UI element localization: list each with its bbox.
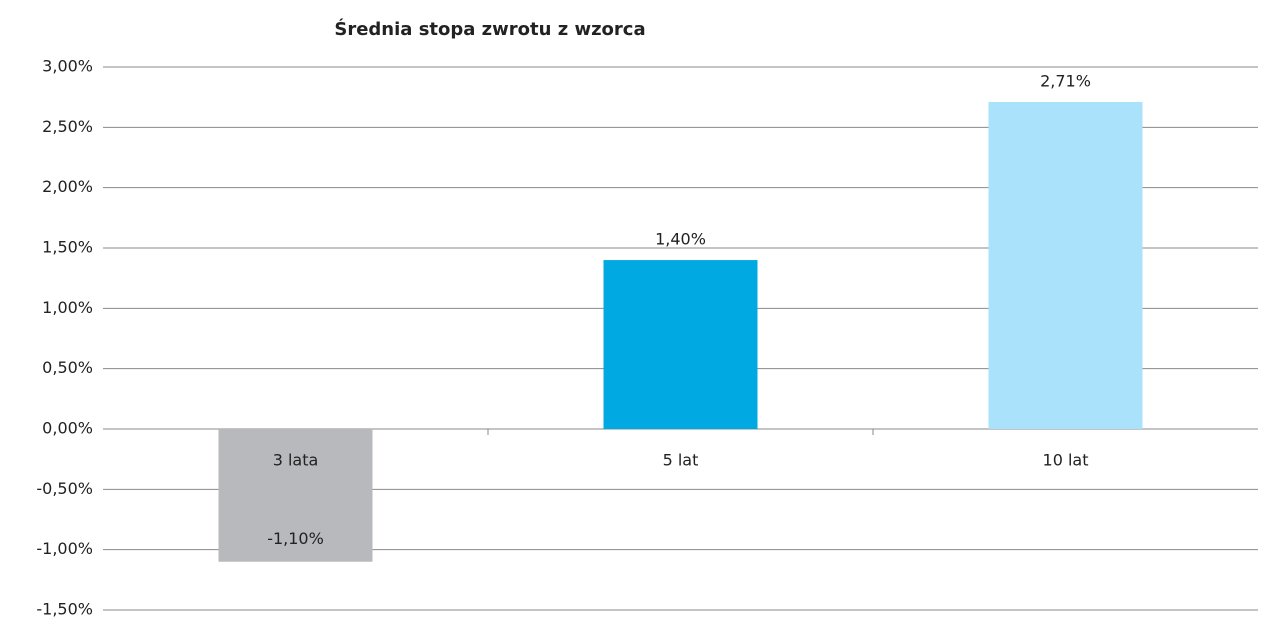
y-tick-label: 2,00% [42, 177, 93, 196]
x-tick-label: 3 lata [273, 451, 319, 470]
value-label: 2,71% [1040, 71, 1091, 90]
y-tick-label: 3,00% [42, 57, 93, 76]
y-tick-label: 0,00% [42, 419, 93, 438]
bar [988, 101, 1143, 429]
chart-title: Średnia stopa zwrotu z wzorca [334, 18, 645, 40]
y-tick-label: -1,00% [36, 539, 93, 558]
value-label: 1,40% [655, 230, 706, 249]
y-tick-label: 0,50% [42, 358, 93, 377]
x-tick-label: 5 lat [663, 451, 699, 470]
y-tick-label: 1,50% [42, 238, 93, 257]
x-tick-label: 10 lat [1043, 451, 1089, 470]
bar [218, 429, 373, 562]
bar [603, 260, 758, 429]
y-tick-label: -0,50% [36, 479, 93, 498]
value-label: -1,10% [267, 529, 324, 548]
y-tick-label: 1,00% [42, 298, 93, 317]
y-tick-label: 2,50% [42, 117, 93, 136]
y-tick-label: -1,50% [36, 600, 93, 619]
